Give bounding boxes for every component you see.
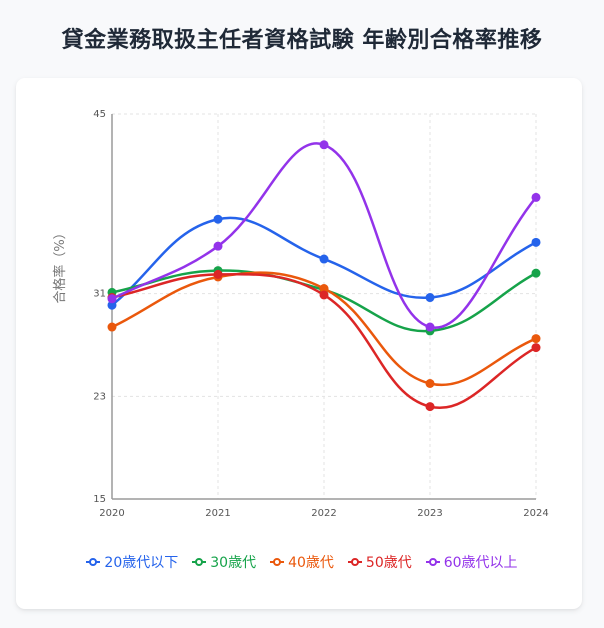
data-point[interactable] bbox=[319, 290, 329, 300]
x-tick-label: 2023 bbox=[417, 508, 442, 519]
series-line bbox=[111, 142, 537, 329]
data-point[interactable] bbox=[107, 322, 117, 332]
y-axis-title: 合格率（%） bbox=[52, 226, 68, 303]
data-point[interactable] bbox=[425, 293, 435, 303]
line-marker-icon bbox=[347, 557, 362, 567]
line-marker-icon bbox=[270, 557, 285, 567]
series-lines bbox=[107, 140, 541, 412]
legend-item-50s[interactable]: 50歳代 bbox=[347, 552, 412, 572]
legend-item-20s-under[interactable]: 20歳代以下 bbox=[86, 552, 178, 572]
data-point[interactable] bbox=[531, 343, 541, 353]
data-point[interactable] bbox=[531, 192, 541, 202]
y-tick-label: 31 bbox=[93, 289, 106, 300]
legend-item-60s-over[interactable]: 60歳代以上 bbox=[425, 552, 518, 572]
data-point[interactable] bbox=[319, 140, 329, 150]
data-point[interactable] bbox=[425, 402, 435, 412]
legend-label: 50歳代 bbox=[365, 555, 412, 571]
legend-label: 40歳代 bbox=[288, 555, 334, 571]
y-tick-labels: 15 23 31 45 bbox=[93, 109, 106, 505]
data-point[interactable] bbox=[319, 254, 329, 264]
data-point[interactable] bbox=[213, 241, 223, 251]
data-point[interactable] bbox=[425, 322, 435, 332]
legend-label: 30歳代 bbox=[210, 555, 257, 571]
legend-label: 60歳代以上 bbox=[443, 555, 518, 571]
line-marker-icon bbox=[86, 557, 101, 567]
legend: 20歳代以下 30歳代 40歳代 50歳代 60歳代以上 bbox=[0, 552, 604, 572]
legend-label: 20歳代以下 bbox=[104, 555, 179, 571]
legend-item-40s[interactable]: 40歳代 bbox=[270, 552, 334, 572]
chart-card bbox=[16, 78, 582, 609]
line-chart: 15 23 31 45 2020 2021 2022 2023 2024 合格率（%） bbox=[52, 109, 549, 519]
data-point[interactable] bbox=[319, 284, 329, 294]
y-tick-label: 45 bbox=[93, 109, 106, 120]
data-point[interactable] bbox=[107, 294, 117, 304]
data-point[interactable] bbox=[213, 269, 223, 279]
line-marker-icon bbox=[425, 557, 440, 567]
data-point[interactable] bbox=[531, 237, 541, 247]
legend-item-30s[interactable]: 30歳代 bbox=[192, 552, 256, 572]
data-point[interactable] bbox=[107, 300, 117, 310]
x-tick-label: 2020 bbox=[99, 508, 124, 519]
x-tick-label: 2021 bbox=[205, 508, 230, 519]
x-tick-labels: 2020 2021 2022 2023 2024 bbox=[99, 508, 548, 519]
page-title: 貸金業務取扱主任者資格試験 年齢別合格率推移 bbox=[61, 28, 543, 53]
x-tick-label: 2024 bbox=[523, 508, 548, 519]
line-marker-icon bbox=[192, 557, 207, 567]
series-line bbox=[111, 273, 537, 410]
x-tick-label: 2022 bbox=[311, 508, 336, 519]
data-point[interactable] bbox=[213, 214, 223, 224]
y-tick-label: 23 bbox=[93, 391, 106, 402]
grid-lines bbox=[112, 113, 537, 499]
data-point[interactable] bbox=[425, 379, 435, 388]
y-tick-label: 15 bbox=[93, 494, 106, 505]
data-point[interactable] bbox=[531, 268, 541, 278]
data-point[interactable] bbox=[531, 334, 541, 344]
